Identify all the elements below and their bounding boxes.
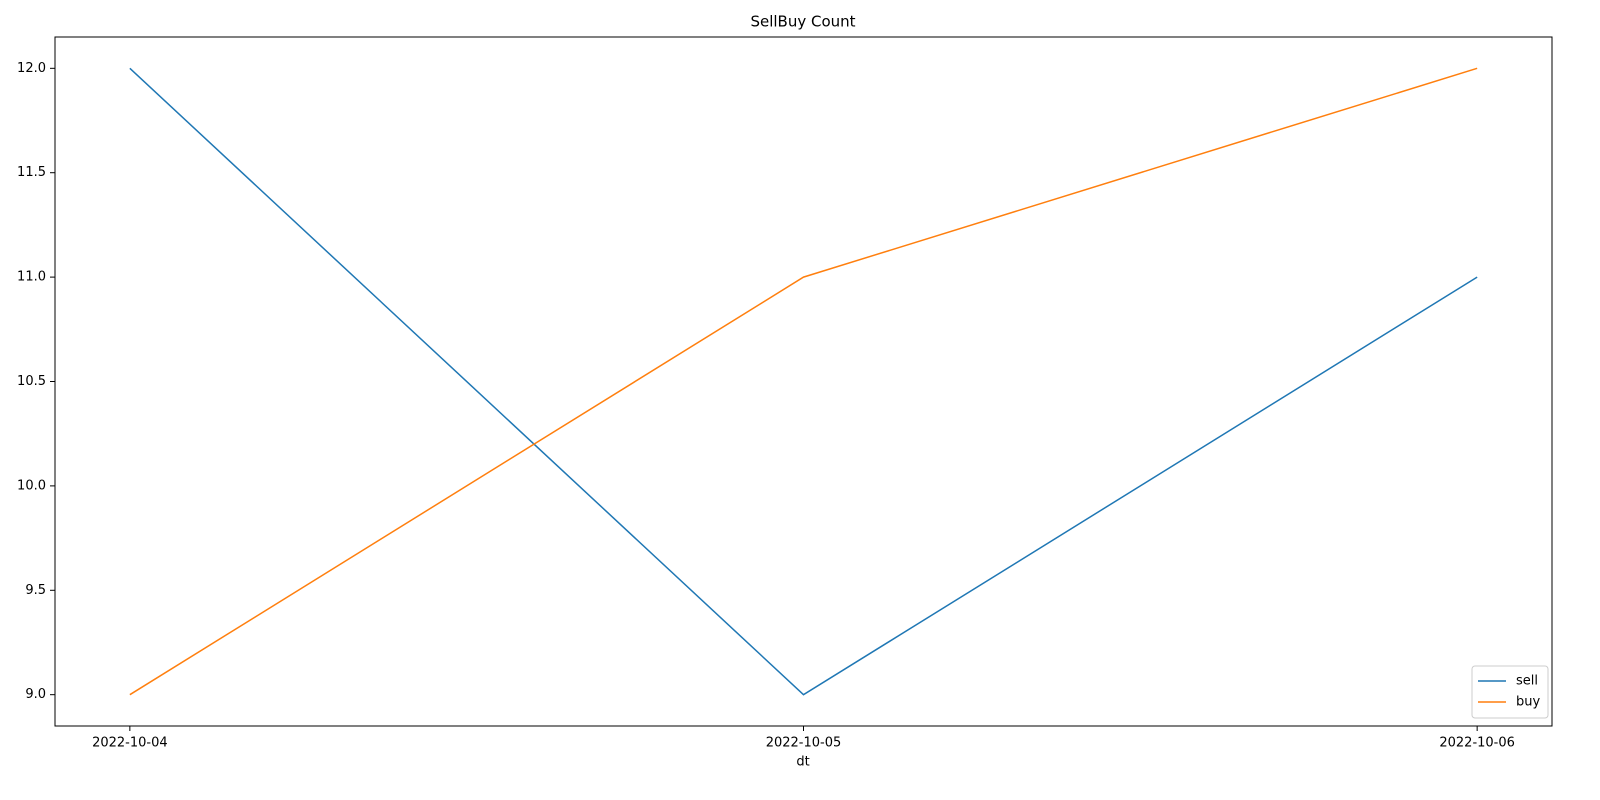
- y-tick-label: 11.5: [17, 165, 46, 180]
- y-tick-label: 9.5: [25, 583, 46, 598]
- chart-title: SellBuy Count: [750, 13, 855, 31]
- y-tick-label: 9.0: [25, 687, 46, 702]
- x-tick-label: 2022-10-04: [92, 736, 168, 751]
- y-tick-label: 11.0: [17, 270, 46, 285]
- x-axis-label: dt: [796, 755, 809, 770]
- series-line: [129, 67, 1478, 696]
- legend-box: [1471, 665, 1549, 719]
- x-tick-label: 2022-10-05: [766, 736, 842, 751]
- series-line: [129, 67, 1478, 696]
- legend-label: buy: [1516, 695, 1540, 710]
- legend-label: sell: [1516, 674, 1538, 689]
- plot-frame: [54, 36, 1553, 727]
- y-tick-label: 10.5: [17, 374, 46, 389]
- y-tick-label: 10.0: [17, 478, 46, 493]
- y-tick-label: 12.0: [17, 61, 46, 76]
- x-tick-label: 2022-10-06: [1439, 736, 1515, 751]
